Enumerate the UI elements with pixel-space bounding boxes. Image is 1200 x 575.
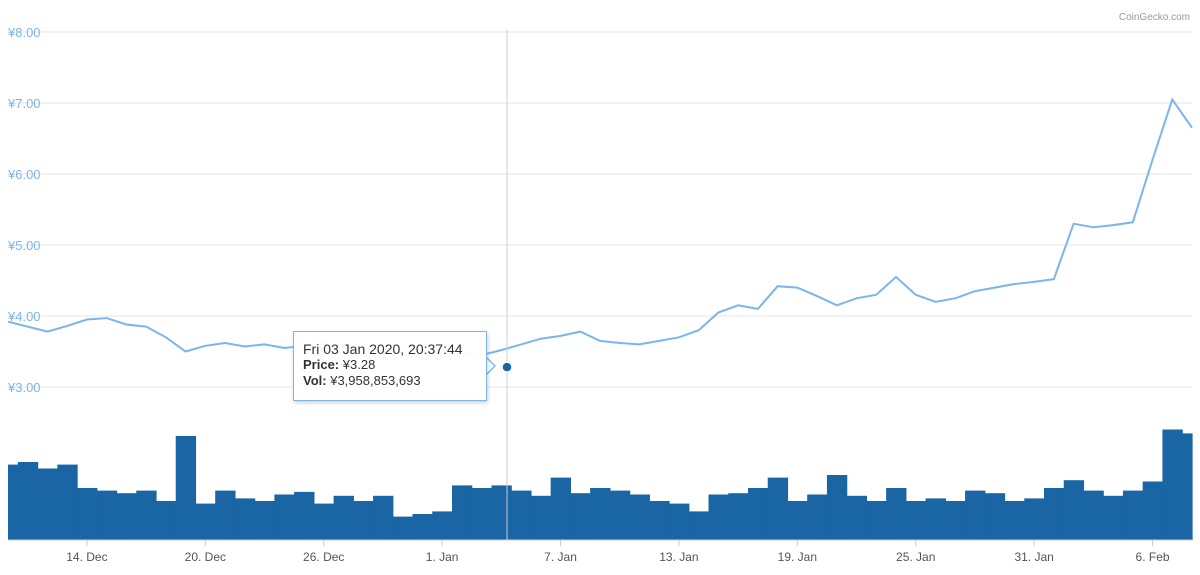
volume-bar: [984, 493, 1006, 540]
volume-bar: [294, 491, 315, 540]
volume-bar: [136, 490, 157, 540]
volume-bar: [373, 495, 394, 540]
y-tick-label: ¥7.00: [7, 96, 41, 111]
volume-bar: [807, 494, 828, 540]
volume-bar: [432, 511, 453, 540]
volume-series: [8, 429, 1193, 540]
volume-bar: [313, 503, 335, 540]
y-tick-label: ¥4.00: [7, 309, 41, 324]
volume-bar: [353, 501, 374, 540]
x-tick-label: 31. Jan: [1014, 550, 1053, 564]
volume-bar: [471, 488, 493, 540]
volume-bar: [787, 501, 808, 540]
volume-bar: [1024, 498, 1045, 540]
volume-bar: [195, 503, 216, 540]
tooltip-vol-value: ¥3,958,853,693: [330, 373, 421, 388]
tooltip-date: Fri 03 Jan 2020, 20:37:44: [303, 341, 463, 357]
volume-bar: [1044, 488, 1065, 540]
volume-bar: [1004, 501, 1025, 540]
volume-bar: [590, 488, 611, 540]
hover-tooltip: Fri 03 Jan 2020, 20:37:44 Price: ¥3.28 V…: [293, 331, 487, 401]
volume-bar: [333, 495, 354, 540]
volume-bar: [1063, 480, 1085, 540]
volume-bar: [1122, 490, 1144, 540]
volume-bar: [392, 516, 414, 540]
volume-bar: [156, 501, 177, 540]
volume-bar: [669, 503, 690, 540]
y-tick-label: ¥5.00: [7, 238, 41, 253]
volume-bar: [254, 501, 275, 540]
volume-bar: [452, 485, 473, 540]
x-tick-label: 13. Jan: [659, 550, 698, 564]
tooltip-vol-row: Vol: ¥3,958,853,693: [303, 373, 486, 389]
volume-bar: [234, 498, 256, 540]
volume-bar: [550, 477, 571, 540]
volume-bar: [530, 495, 552, 540]
volume-bar: [1103, 495, 1124, 540]
volume-bar: [175, 436, 197, 540]
volume-bar: [629, 494, 650, 540]
tooltip-price-value: ¥3.28: [342, 357, 376, 372]
credit-link[interactable]: CoinGecko.com: [1119, 12, 1190, 23]
x-tick-label: 25. Jan: [896, 550, 935, 564]
x-tick-label: 26. Dec: [303, 550, 344, 564]
volume-bar: [728, 493, 749, 540]
volume-bar: [491, 485, 512, 540]
x-tick-label: 1. Jan: [426, 550, 459, 564]
x-tick-label: 20. Dec: [185, 550, 226, 564]
volume-bar: [925, 498, 946, 540]
volume-bar: [274, 494, 295, 540]
volume-bar: [649, 501, 670, 540]
volume-bar: [570, 493, 591, 540]
volume-bar: [215, 490, 236, 540]
volume-bar: [688, 511, 710, 540]
x-tick-label: 6. Feb: [1136, 550, 1170, 564]
volume-bar: [905, 501, 927, 540]
volume-bar: [1162, 429, 1183, 540]
y-tick-label: ¥3.00: [7, 380, 41, 395]
volume-bar: [17, 462, 39, 540]
tooltip-price-row: Price: ¥3.28: [303, 357, 486, 373]
tooltip-vol-label: Vol:: [303, 373, 327, 388]
volume-bar: [57, 464, 78, 540]
x-tick-label: 19. Jan: [778, 550, 817, 564]
x-tick-label: 7. Jan: [544, 550, 577, 564]
volume-bar: [116, 493, 137, 540]
volume-bar: [866, 501, 887, 540]
volume-bar: [708, 494, 729, 540]
price-series-line: [7, 97, 1193, 357]
volume-bar: [1182, 433, 1193, 540]
y-tick-label: ¥8.00: [7, 25, 41, 40]
y-tick-label: ¥6.00: [7, 167, 41, 182]
volume-bar: [1142, 481, 1163, 540]
volume-bar: [37, 468, 58, 540]
tooltip-price-label: Price:: [303, 357, 340, 372]
volume-bar: [846, 495, 867, 540]
volume-bar: [1083, 490, 1104, 540]
volume-bar: [748, 488, 769, 540]
x-axis-labels: 14. Dec 20. Dec 26. Dec 1. Jan 7. Jan 13. Jan…: [66, 540, 1170, 564]
volume-bar: [511, 490, 532, 540]
volume-bar: [77, 488, 98, 540]
volume-bar: [945, 501, 966, 540]
x-tick-label: 14. Dec: [66, 550, 107, 564]
y-axis-labels: ¥3.00 ¥4.00 ¥5.00 ¥6.00 ¥7.00 ¥8.00: [7, 25, 41, 395]
volume-bar: [412, 514, 433, 540]
volume-bar: [8, 464, 19, 540]
volume-bar: [609, 490, 631, 540]
volume-bar: [767, 477, 789, 540]
grid: [8, 31, 1192, 388]
volume-bar: [826, 475, 848, 540]
tooltip-pointer-fill: [485, 357, 494, 375]
volume-bar: [965, 490, 986, 540]
hover-point-marker: [501, 361, 513, 373]
volume-bar: [96, 490, 118, 540]
volume-bar: [886, 488, 907, 540]
